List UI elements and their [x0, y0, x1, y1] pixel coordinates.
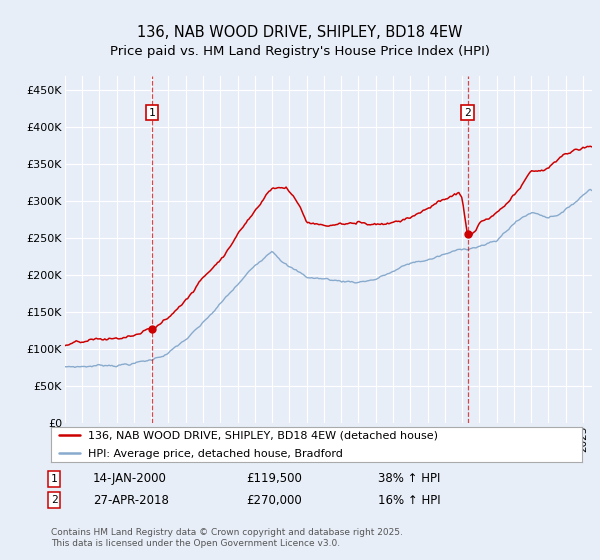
Text: HPI: Average price, detached house, Bradford: HPI: Average price, detached house, Brad…: [88, 449, 343, 459]
Text: 14-JAN-2000: 14-JAN-2000: [93, 472, 167, 486]
Text: £270,000: £270,000: [246, 493, 302, 507]
Text: Contains HM Land Registry data © Crown copyright and database right 2025.
This d: Contains HM Land Registry data © Crown c…: [51, 528, 403, 548]
Text: 16% ↑ HPI: 16% ↑ HPI: [378, 493, 440, 507]
Text: 2: 2: [50, 495, 58, 505]
Text: Price paid vs. HM Land Registry's House Price Index (HPI): Price paid vs. HM Land Registry's House …: [110, 45, 490, 58]
Text: £119,500: £119,500: [246, 472, 302, 486]
Text: 27-APR-2018: 27-APR-2018: [93, 493, 169, 507]
Text: 1: 1: [50, 474, 58, 484]
Text: 2: 2: [464, 108, 471, 118]
Text: 136, NAB WOOD DRIVE, SHIPLEY, BD18 4EW (detached house): 136, NAB WOOD DRIVE, SHIPLEY, BD18 4EW (…: [88, 431, 438, 441]
Text: 1: 1: [148, 108, 155, 118]
Text: 136, NAB WOOD DRIVE, SHIPLEY, BD18 4EW: 136, NAB WOOD DRIVE, SHIPLEY, BD18 4EW: [137, 25, 463, 40]
Text: 38% ↑ HPI: 38% ↑ HPI: [378, 472, 440, 486]
